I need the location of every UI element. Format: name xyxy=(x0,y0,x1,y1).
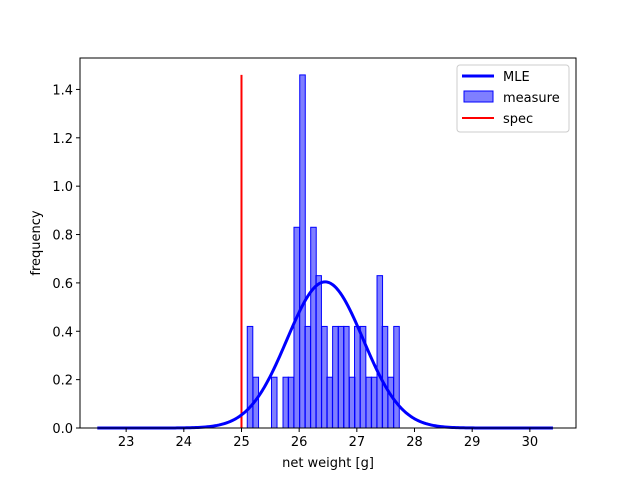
histogram-bar xyxy=(287,376,295,429)
histogram-bar xyxy=(293,226,301,429)
y-axis-ticks: 0.0 0.2 0.4 0.6 0.8 1.0 1.2 1.4 xyxy=(52,83,80,437)
x-tick-label: 23 xyxy=(118,435,135,450)
histogram-bar xyxy=(246,325,254,429)
x-tick-label: 24 xyxy=(176,435,193,450)
histogram-bar xyxy=(393,325,400,429)
y-tick-label: 0.0 xyxy=(52,422,73,437)
y-tick-label: 0.6 xyxy=(52,277,73,292)
histogram-bar xyxy=(343,325,350,429)
histogram-bar xyxy=(381,325,389,429)
legend-spec-label: spec xyxy=(503,112,533,127)
histogram-bar xyxy=(370,376,378,429)
histogram-bar xyxy=(387,376,395,429)
y-axis-label: frequency xyxy=(29,210,44,276)
x-axis-ticks: 23 24 25 26 27 28 29 30 xyxy=(118,428,538,450)
x-tick-label: 29 xyxy=(464,435,481,450)
legend-box xyxy=(456,64,570,133)
legend-mle-label: MLE xyxy=(503,70,530,85)
x-tick-label: 26 xyxy=(291,435,308,450)
histogram-bar xyxy=(315,275,322,429)
x-tick-label: 27 xyxy=(349,435,366,450)
y-tick-label: 1.2 xyxy=(52,132,73,147)
x-tick-label: 30 xyxy=(522,435,539,450)
y-tick-label: 1.4 xyxy=(52,83,73,98)
x-tick-label: 28 xyxy=(406,435,423,450)
histogram-bar xyxy=(326,376,333,429)
axes-frame xyxy=(79,57,577,429)
legend-measure-label: measure xyxy=(503,91,560,106)
y-tick-label: 0.4 xyxy=(52,325,73,340)
x-tick-label: 25 xyxy=(233,435,250,450)
histogram-bar xyxy=(354,325,361,429)
y-tick-label: 1.0 xyxy=(52,180,73,195)
histogram-bar xyxy=(270,376,278,429)
histogram-bar xyxy=(332,325,339,429)
legend: MLE measure spec xyxy=(456,64,570,133)
legend-measure-swatch xyxy=(463,90,494,103)
y-tick-label: 0.2 xyxy=(52,374,73,389)
histogram-bar xyxy=(304,325,311,429)
y-tick-label: 0.8 xyxy=(52,229,73,244)
x-axis-label: net weight [g] xyxy=(282,456,374,471)
